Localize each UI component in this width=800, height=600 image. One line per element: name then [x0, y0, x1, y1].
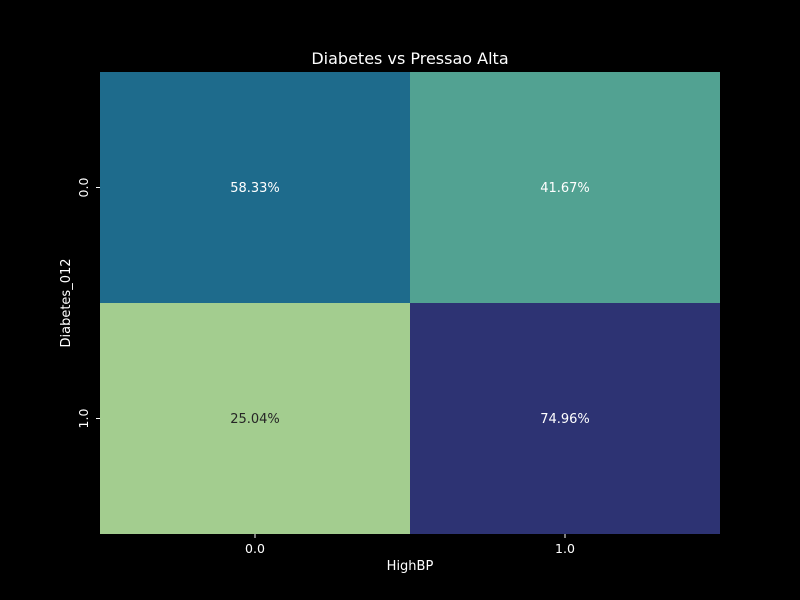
- y-axis-ticks: 0.0 1.0: [76, 178, 100, 429]
- y-tick-label: 1.0: [76, 409, 91, 429]
- y-axis-label: Diabetes_012: [59, 258, 74, 347]
- cell-value-label: 41.67%: [540, 181, 590, 196]
- cell-value-label: 25.04%: [230, 412, 280, 427]
- x-tick-label: 0.0: [245, 541, 265, 556]
- heatmap-cell: [100, 72, 410, 303]
- chart-title: Diabetes vs Pressao Alta: [311, 49, 508, 68]
- x-axis-label: HighBP: [387, 559, 434, 574]
- heatmap-cell: [410, 303, 720, 534]
- y-tick-label: 0.0: [76, 178, 91, 198]
- cell-value-label: 74.96%: [540, 412, 590, 427]
- heatmap-cells: 58.33% 41.67% 25.04% 74.96%: [100, 72, 720, 534]
- heatmap-cell: [100, 303, 410, 534]
- cell-value-label: 58.33%: [230, 181, 280, 196]
- x-axis-ticks: 0.0 1.0: [245, 534, 575, 556]
- heatmap-cell: [410, 72, 720, 303]
- x-tick-label: 1.0: [555, 541, 575, 556]
